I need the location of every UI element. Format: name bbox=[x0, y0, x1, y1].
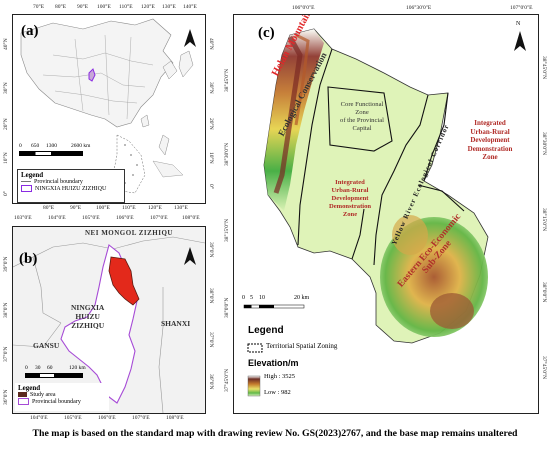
panel-c-legend-title: Legend bbox=[248, 325, 284, 336]
elevation-high-label: High : 3525 bbox=[264, 373, 296, 380]
panel-a-right-tick: 10°N bbox=[208, 152, 214, 164]
panel-a-asia-map: (a) 0 650 1300 2600 km Legend Provincial… bbox=[12, 14, 206, 204]
panel-c-left-tick: 38°30'0"N bbox=[224, 142, 230, 166]
panel-a-bottom-tick: 80°E bbox=[43, 205, 55, 211]
china-landmass bbox=[20, 18, 174, 128]
panel-c-top-tick: 107°0'0"E bbox=[510, 5, 533, 11]
panel-b-legend: Legend Study area Provincial boundary bbox=[15, 383, 109, 411]
panel-b-label: (b) bbox=[19, 251, 38, 267]
study-area bbox=[108, 256, 140, 306]
panel-b-left-tick: 38°0'N bbox=[3, 302, 9, 318]
south-china-sea-islands bbox=[124, 144, 138, 184]
panel-a-bottom-tick: 110°E bbox=[122, 205, 136, 211]
panel-a-scale-bar: 0 650 1300 2600 km bbox=[19, 143, 99, 161]
panel-c-right-tick: 37°45'0"N bbox=[541, 356, 547, 380]
nei-mongol-label: NEI MONGOL ZIZHIQU bbox=[85, 229, 173, 237]
integrated-west-zone-label: Integrated Urban-Rural Development Demon… bbox=[328, 179, 372, 218]
panel-c-label: (c) bbox=[258, 25, 275, 41]
panel-a-bottom-tick: 90°E bbox=[70, 205, 82, 211]
panel-a-right-tick: 40°N bbox=[208, 38, 214, 50]
gansu-label: GANSU bbox=[33, 341, 60, 350]
zone-boundaries bbox=[297, 48, 465, 266]
panel-b-top-tick: 103°0'E bbox=[14, 215, 32, 221]
panel-c-left-tick: 37°45'0"N bbox=[224, 368, 230, 392]
helan-mountains-terrain bbox=[264, 29, 324, 211]
panel-b-left-tick: 39°0'N bbox=[3, 256, 9, 272]
panel-a-left-tick: 30°N bbox=[3, 82, 9, 94]
panel-b-top-tick: 105°0'E bbox=[82, 215, 100, 221]
panel-c-right-tick: 38°45'0"N bbox=[541, 56, 547, 80]
elevation-low-label: Low : 982 bbox=[264, 389, 291, 396]
panel-b-top-tick: 107°0'E bbox=[150, 215, 168, 221]
panel-c-left-tick: 38°0'0"N bbox=[224, 297, 230, 318]
provincial-boundaries bbox=[42, 34, 154, 120]
zoning-map-svg bbox=[234, 15, 538, 413]
panel-c-right-tick: 38°30'0"N bbox=[541, 132, 547, 156]
panel-b-right-tick: 39°0'N bbox=[208, 242, 214, 258]
provincial-boundaries bbox=[13, 236, 205, 413]
panel-a-right-tick: 30°N bbox=[208, 82, 214, 94]
panel-a-bottom-tick: 130°E bbox=[174, 205, 188, 211]
north-label: N bbox=[516, 21, 521, 27]
panel-a-right-tick: 20°N bbox=[208, 118, 214, 130]
panel-a-top-tick: 70°E bbox=[33, 4, 45, 10]
panel-a-top-tick: 100°E bbox=[97, 4, 111, 10]
panel-a-left-tick: 10°N bbox=[3, 152, 9, 164]
panel-a-top-tick: 130°E bbox=[162, 4, 176, 10]
panel-b-right-tick: 38°0'N bbox=[208, 288, 214, 304]
panel-a-top-tick: 80°E bbox=[55, 4, 67, 10]
panel-a-right-tick: 0° bbox=[208, 184, 214, 189]
panel-a-label: (a) bbox=[21, 23, 39, 39]
panel-c-zoning-map: (c) N Helan Mountains Ecological Conserv… bbox=[233, 14, 539, 414]
panel-b-region-map: (b) NEI MONGOL ZIZHIQU NINGXIA HUIZU ZIZ… bbox=[12, 226, 206, 414]
panel-b-bottom-tick: 106°0'E bbox=[98, 415, 116, 421]
panel-b-top-tick: 106°0'E bbox=[116, 215, 134, 221]
panel-a-left-tick: 40°N bbox=[3, 38, 9, 50]
panel-b-left-tick: 36°0'N bbox=[3, 389, 9, 405]
panel-c-right-tick: 38°15'0"N bbox=[541, 208, 547, 232]
panel-b-bottom-tick: 108°0'E bbox=[166, 415, 184, 421]
panel-a-left-tick: 20°N bbox=[3, 118, 9, 130]
north-arrow-icon bbox=[514, 31, 526, 51]
panel-b-bottom-tick: 107°0'E bbox=[132, 415, 150, 421]
panel-a-bottom-tick: 120°E bbox=[148, 205, 162, 211]
ningxia-highlight bbox=[88, 68, 96, 82]
panel-b-bottom-tick: 104°0'E bbox=[30, 415, 48, 421]
north-arrow-icon bbox=[184, 247, 196, 265]
panel-b-top-tick: 108°0'E bbox=[182, 215, 200, 221]
north-arrow-icon bbox=[184, 29, 196, 47]
panel-a-bottom-tick: 100°E bbox=[96, 205, 110, 211]
panel-a-top-tick: 120°E bbox=[141, 4, 155, 10]
panel-b-left-tick: 37°0'N bbox=[3, 346, 9, 362]
panel-a-top-tick: 90°E bbox=[77, 4, 89, 10]
shanxi-label: SHANXI bbox=[161, 319, 191, 328]
zoning-legend-label: Territorial Spatial Zoning bbox=[266, 342, 338, 350]
panel-c-right-tick: 38°0'0"N bbox=[541, 282, 547, 303]
panel-a-top-tick: 110°E bbox=[119, 4, 133, 10]
panel-c-left-tick: 38°15'0"N bbox=[224, 218, 230, 242]
panel-a-top-tick: 140°E bbox=[183, 4, 197, 10]
core-functional-zone-label: Core Functional Zone of the Provincial C… bbox=[340, 101, 384, 132]
panel-c-left-tick: 38°45'0"N bbox=[224, 68, 230, 92]
integrated-east-zone-label: Integrated Urban-Rural Development Demon… bbox=[467, 119, 513, 161]
elevation-title: Elevation/m bbox=[248, 358, 299, 368]
panel-b-right-tick: 37°0'N bbox=[208, 332, 214, 348]
panel-a-legend: Legend Provincial boundary NINGXIA HUIZU… bbox=[17, 169, 125, 203]
figure-caption: The map is based on the standard map wit… bbox=[32, 428, 518, 439]
ningxia-label: NINGXIA HUIZU ZIZHIQU bbox=[71, 303, 105, 330]
panel-b-top-tick: 104°0'E bbox=[48, 215, 66, 221]
panel-c-top-tick: 106°30'0"E bbox=[406, 5, 432, 11]
region-map-svg bbox=[13, 227, 205, 413]
panel-b-bottom-tick: 105°0'E bbox=[64, 415, 82, 421]
panel-c-top-tick: 106°0'0"E bbox=[292, 5, 315, 11]
panel-a-left-tick: 0° bbox=[3, 191, 9, 196]
panel-b-scale-bar: 0 30 60 120 km bbox=[25, 365, 105, 381]
panel-c-scale-bar-graphic bbox=[243, 304, 305, 309]
panel-b-right-tick: 36°0'N bbox=[208, 374, 214, 390]
